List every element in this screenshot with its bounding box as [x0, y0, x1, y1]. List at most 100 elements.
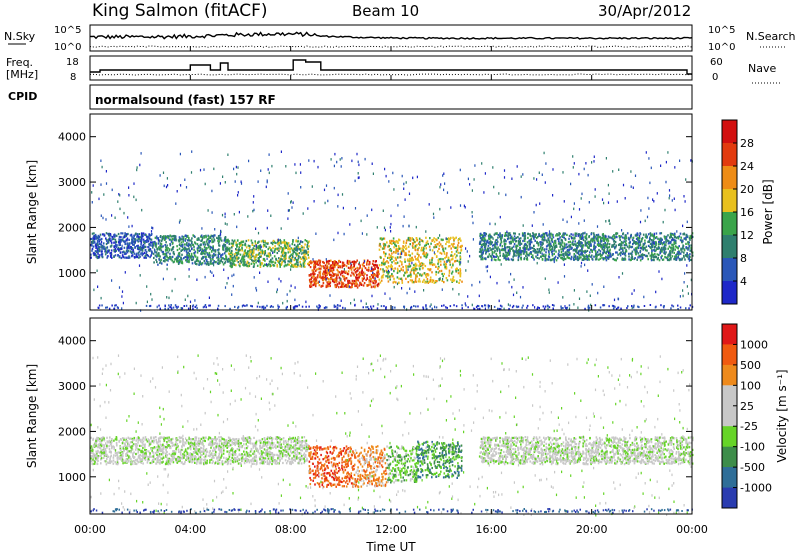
- data-cell: [280, 257, 282, 260]
- data-cell: [387, 256, 390, 259]
- data-cell: [204, 252, 206, 255]
- data-cell: [488, 253, 491, 256]
- data-cell: [561, 256, 563, 259]
- data-cell: [358, 284, 360, 287]
- noise-cell: [614, 305, 616, 309]
- noise-cell: [669, 194, 671, 197]
- noise-cell: [564, 305, 566, 308]
- data-cell: [517, 258, 520, 262]
- data-cell: [650, 243, 653, 246]
- noise-cell: [176, 190, 178, 193]
- data-cell: [205, 255, 207, 258]
- noise-cell: [446, 260, 448, 263]
- data-cell: [328, 282, 331, 286]
- data-cell: [688, 258, 690, 261]
- data-cell: [494, 246, 496, 249]
- data-cell: [503, 254, 506, 257]
- data-cell: [590, 244, 592, 247]
- data-cell: [292, 240, 294, 243]
- ground-cell: [562, 307, 564, 309]
- noise-cell: [471, 303, 473, 307]
- data-cell: [607, 239, 610, 242]
- data-cell: [581, 234, 584, 237]
- data-cell: [331, 267, 333, 270]
- data-cell: [356, 259, 358, 262]
- data-cell: [149, 234, 151, 237]
- data-cell: [374, 282, 376, 285]
- data-cell: [599, 254, 602, 258]
- data-cell: [268, 263, 270, 266]
- data-cell: [263, 253, 266, 256]
- data-cell: [563, 242, 566, 245]
- data-cell: [380, 263, 383, 267]
- data-cell: [559, 232, 561, 235]
- data-cell: [523, 239, 526, 242]
- data-cell: [432, 263, 435, 266]
- data-cell: [636, 233, 639, 237]
- data-cell: [360, 282, 363, 285]
- noise-cell: [473, 178, 475, 181]
- noise-cell: [156, 305, 158, 309]
- data-cell: [535, 255, 537, 258]
- data-cell: [561, 235, 563, 238]
- data-cell: [296, 253, 298, 256]
- data-cell: [398, 264, 401, 268]
- noise-cell: [524, 248, 526, 252]
- noise-cell: [584, 231, 586, 235]
- data-cell: [141, 237, 143, 240]
- data-cell: [276, 247, 278, 250]
- noise-cell: [100, 296, 102, 300]
- data-cell: [390, 254, 392, 257]
- data-cell: [394, 267, 396, 270]
- noise-cell: [124, 271, 126, 274]
- data-cell: [155, 245, 157, 248]
- data-cell: [439, 251, 441, 254]
- data-cell: [596, 255, 598, 258]
- data-cell: [322, 282, 325, 285]
- noise-cell: [517, 256, 519, 259]
- noise-cell: [583, 167, 585, 171]
- data-cell: [262, 264, 265, 268]
- data-cell: [262, 240, 265, 244]
- data-cell: [653, 242, 656, 245]
- data-cell: [479, 234, 481, 237]
- noise-cell: [543, 151, 545, 155]
- power-panel: [90, 150, 694, 312]
- noise-cell: [237, 166, 239, 169]
- nave-tick-top: 60: [710, 57, 723, 68]
- data-cell: [551, 258, 554, 261]
- data-cell: [445, 267, 448, 270]
- data-cell: [481, 245, 483, 248]
- data-cell: [539, 243, 542, 246]
- noise-cell: [535, 203, 537, 207]
- data-cell: [485, 232, 487, 235]
- data-cell: [105, 232, 108, 235]
- data-cell: [237, 252, 240, 255]
- data-cell: [508, 258, 510, 261]
- data-cell: [345, 284, 347, 287]
- data-cell: [508, 241, 511, 244]
- data-cell: [451, 272, 453, 275]
- data-cell: [165, 249, 167, 252]
- data-cell: [175, 260, 178, 263]
- noise-cell: [187, 257, 189, 260]
- data-cell: [601, 247, 604, 251]
- data-cell: [560, 250, 563, 253]
- noise-cell: [573, 202, 575, 205]
- data-cell: [173, 239, 176, 242]
- data-cell: [366, 284, 368, 287]
- data-cell: [118, 243, 120, 246]
- data-cell: [264, 251, 267, 254]
- data-cell: [496, 240, 499, 243]
- data-cell: [499, 254, 501, 257]
- noise-cell: [503, 256, 505, 260]
- ground-cell: [512, 304, 515, 307]
- noise-cell: [688, 259, 690, 262]
- noise-cell: [280, 280, 282, 283]
- noise-cell: [244, 263, 246, 266]
- noise-cell: [522, 224, 524, 227]
- data-cell: [584, 251, 586, 254]
- data-cell: [224, 244, 227, 247]
- data-cell: [146, 237, 149, 240]
- data-cell: [551, 252, 554, 255]
